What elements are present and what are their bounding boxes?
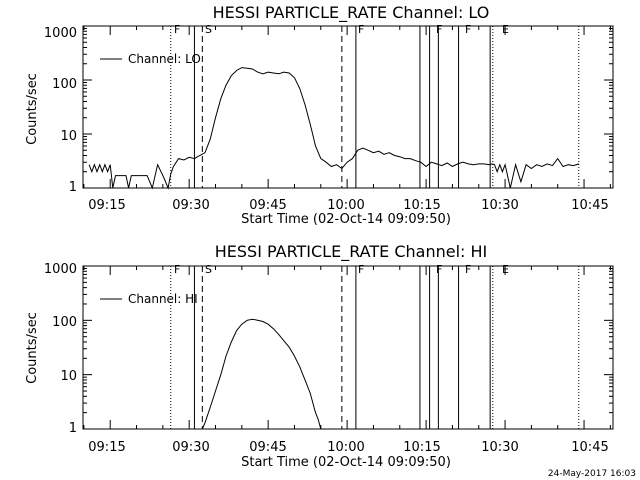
y-tick-label: 1 xyxy=(69,421,77,436)
x-tick-label: 09:15 xyxy=(88,198,125,213)
marker-label: F xyxy=(465,263,471,276)
y-tick-label: 1000 xyxy=(44,262,77,277)
x-tick-labels-lo: 09:15 09:30 09:45 10:00 10:15 10:30 10:4… xyxy=(88,198,608,213)
y-axis-label-hi: Counts/sec xyxy=(25,312,40,384)
y-tick-label: 1 xyxy=(69,180,77,195)
footer-timestamp: 24-May-2017 16:03 xyxy=(548,469,636,479)
y-tick-labels-lo: 1 10 100 1000 xyxy=(44,26,77,195)
marker-label: F xyxy=(174,263,180,276)
x-tick-label: 10:00 xyxy=(327,198,364,213)
y-tick-label: 10 xyxy=(60,369,77,384)
marker-label: F xyxy=(465,23,471,36)
y-tick-label: 10 xyxy=(60,129,77,144)
y-tick-label: 100 xyxy=(52,315,77,330)
x-tick-label: 09:30 xyxy=(172,198,209,213)
plot-frame xyxy=(82,25,614,189)
y-tick-labels-hi: 1 10 100 1000 xyxy=(44,262,77,436)
legend-label-lo: Channel: LO xyxy=(128,52,201,66)
y-tick-label: 1000 xyxy=(44,26,77,41)
x-tick-labels-hi: 09:15 09:30 09:45 10:00 10:15 10:30 10:4… xyxy=(88,440,608,455)
panel-hi: HESSI PARTICLE_RATE Channel: HI Counts/s… xyxy=(25,242,614,470)
y-tick-label: 100 xyxy=(52,77,77,92)
panel-lo: HESSI PARTICLE_RATE Channel: LO Counts/s… xyxy=(25,3,614,227)
x-tick-label: 09:30 xyxy=(172,440,209,455)
marker-label: F xyxy=(358,23,364,36)
plot-frame xyxy=(82,265,614,430)
x-tick-label: 10:15 xyxy=(403,198,440,213)
x-tick-label: 10:15 xyxy=(403,440,440,455)
x-tick-label: 10:00 xyxy=(327,440,364,455)
series-line xyxy=(88,67,579,190)
marker-label: F xyxy=(174,23,180,36)
x-axis-label-lo: Start Time (02-Oct-14 09:09:50) xyxy=(241,212,451,227)
series-line xyxy=(201,318,322,430)
x-tick-label: 09:45 xyxy=(249,440,286,455)
legend-label-hi: Channel: HI xyxy=(128,292,198,306)
chart-title-lo: HESSI PARTICLE_RATE Channel: LO xyxy=(213,3,490,23)
x-axis-label-hi: Start Time (02-Oct-14 09:09:50) xyxy=(241,455,451,470)
x-tick-label: 10:45 xyxy=(571,440,608,455)
marker-label: F xyxy=(436,263,442,276)
marker-label: F xyxy=(436,23,442,36)
chart-title-hi: HESSI PARTICLE_RATE Channel: HI xyxy=(215,242,488,262)
x-tick-label: 10:30 xyxy=(481,440,518,455)
marker-label: S xyxy=(205,23,212,36)
y-axis-label-lo: Counts/sec xyxy=(25,73,40,145)
x-tick-label: 09:45 xyxy=(249,198,286,213)
x-tick-label: 10:30 xyxy=(481,198,518,213)
marker-label: F xyxy=(358,263,364,276)
x-tick-label: 10:45 xyxy=(571,198,608,213)
x-tick-label: 09:15 xyxy=(88,440,125,455)
marker-label: S xyxy=(205,263,212,276)
